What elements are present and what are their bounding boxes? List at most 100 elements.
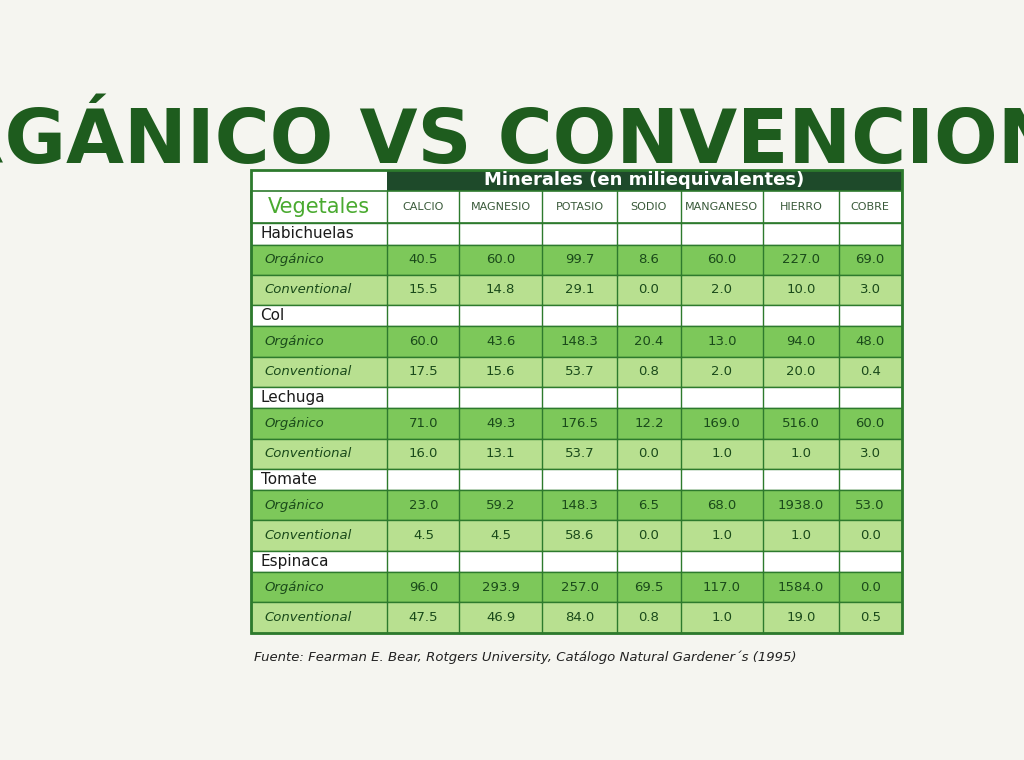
Text: 53.7: 53.7 (565, 447, 594, 460)
Bar (387, 170, 902, 191)
Text: 53.0: 53.0 (855, 499, 885, 511)
Text: 60.0: 60.0 (486, 253, 515, 266)
Text: 12.2: 12.2 (634, 417, 664, 430)
Text: 0.8: 0.8 (639, 611, 659, 624)
Text: 2.0: 2.0 (712, 283, 732, 296)
Text: MANGANESO: MANGANESO (685, 202, 759, 212)
Text: 71.0: 71.0 (409, 417, 438, 430)
Text: 84.0: 84.0 (565, 611, 594, 624)
Text: 293.9: 293.9 (481, 581, 519, 594)
Text: 0.0: 0.0 (860, 529, 881, 542)
Text: 99.7: 99.7 (565, 253, 594, 266)
Text: CALCIO: CALCIO (402, 202, 444, 212)
Text: Orgánico: Orgánico (264, 581, 325, 594)
Bar (251, 572, 902, 603)
Text: Conventional: Conventional (264, 447, 352, 460)
Text: Conventional: Conventional (264, 366, 352, 378)
Text: 0.0: 0.0 (860, 581, 881, 594)
Text: Habichuelas: Habichuelas (260, 226, 354, 241)
Bar (251, 521, 902, 550)
Text: HIERRO: HIERRO (779, 202, 822, 212)
Text: 257.0: 257.0 (560, 581, 599, 594)
Text: Conventional: Conventional (264, 529, 352, 542)
Text: 148.3: 148.3 (561, 335, 599, 348)
Text: 13.1: 13.1 (485, 447, 515, 460)
Bar (251, 305, 902, 327)
Text: 58.6: 58.6 (565, 529, 594, 542)
Text: 60.0: 60.0 (409, 335, 438, 348)
Text: Orgánico: Orgánico (264, 335, 325, 348)
Text: Espinaca: Espinaca (260, 554, 329, 569)
Text: 14.8: 14.8 (486, 283, 515, 296)
Text: 0.0: 0.0 (639, 529, 659, 542)
Bar (251, 469, 902, 490)
Text: 516.0: 516.0 (782, 417, 820, 430)
Text: 1.0: 1.0 (791, 447, 811, 460)
Text: Orgánico: Orgánico (264, 417, 325, 430)
Bar (251, 274, 902, 305)
Text: 10.0: 10.0 (786, 283, 815, 296)
Text: 169.0: 169.0 (702, 417, 740, 430)
Text: 1.0: 1.0 (712, 611, 732, 624)
Text: 176.5: 176.5 (560, 417, 599, 430)
Text: 1.0: 1.0 (791, 529, 811, 542)
Text: 16.0: 16.0 (409, 447, 438, 460)
Bar (251, 170, 387, 191)
Text: 0.4: 0.4 (860, 366, 881, 378)
Text: 1938.0: 1938.0 (777, 499, 824, 511)
Text: 0.8: 0.8 (639, 366, 659, 378)
Text: Orgánico: Orgánico (264, 499, 325, 511)
Text: 8.6: 8.6 (639, 253, 659, 266)
Text: 0.5: 0.5 (860, 611, 881, 624)
Bar (251, 245, 902, 274)
Text: 94.0: 94.0 (786, 335, 815, 348)
Text: Col: Col (260, 309, 285, 323)
Text: 148.3: 148.3 (561, 499, 599, 511)
Text: 69.5: 69.5 (634, 581, 664, 594)
Text: 20.0: 20.0 (786, 366, 815, 378)
Text: 19.0: 19.0 (786, 611, 815, 624)
Text: 15.5: 15.5 (409, 283, 438, 296)
Text: SODIO: SODIO (631, 202, 667, 212)
Text: 59.2: 59.2 (485, 499, 515, 511)
Text: 60.0: 60.0 (708, 253, 736, 266)
Text: Conventional: Conventional (264, 283, 352, 296)
Text: 68.0: 68.0 (708, 499, 736, 511)
Text: 0.0: 0.0 (639, 447, 659, 460)
Text: Orgánico: Orgánico (264, 253, 325, 266)
Text: 53.7: 53.7 (565, 366, 594, 378)
Text: POTASIO: POTASIO (556, 202, 604, 212)
Text: 3.0: 3.0 (860, 447, 881, 460)
Text: MAGNESIO: MAGNESIO (471, 202, 530, 212)
Text: 15.6: 15.6 (485, 366, 515, 378)
Text: 3.0: 3.0 (860, 283, 881, 296)
Text: 29.1: 29.1 (565, 283, 594, 296)
Text: ORGÁNICO VS CONVENCIONAL: ORGÁNICO VS CONVENCIONAL (0, 106, 1024, 179)
Text: 46.9: 46.9 (486, 611, 515, 624)
Text: 48.0: 48.0 (855, 335, 885, 348)
Text: Tomate: Tomate (260, 472, 316, 487)
Text: 49.3: 49.3 (486, 417, 515, 430)
Text: 23.0: 23.0 (409, 499, 438, 511)
Bar (251, 439, 902, 469)
Text: 1584.0: 1584.0 (777, 581, 824, 594)
Text: 2.0: 2.0 (712, 366, 732, 378)
Text: 1.0: 1.0 (712, 529, 732, 542)
Text: Lechuga: Lechuga (260, 390, 326, 405)
Text: 13.0: 13.0 (708, 335, 736, 348)
Bar (251, 191, 902, 223)
Bar (251, 603, 902, 632)
Text: 40.5: 40.5 (409, 253, 438, 266)
Text: 6.5: 6.5 (638, 499, 659, 511)
Bar (251, 327, 902, 356)
Bar (251, 356, 902, 387)
Text: 4.5: 4.5 (490, 529, 511, 542)
Text: 0.0: 0.0 (639, 283, 659, 296)
Text: Vegetales: Vegetales (268, 197, 371, 217)
Text: 43.6: 43.6 (486, 335, 515, 348)
Text: 117.0: 117.0 (702, 581, 740, 594)
Bar (251, 387, 902, 408)
Text: 17.5: 17.5 (409, 366, 438, 378)
Bar (251, 550, 902, 572)
Text: Minerales (en miliequivalentes): Minerales (en miliequivalentes) (484, 172, 805, 189)
